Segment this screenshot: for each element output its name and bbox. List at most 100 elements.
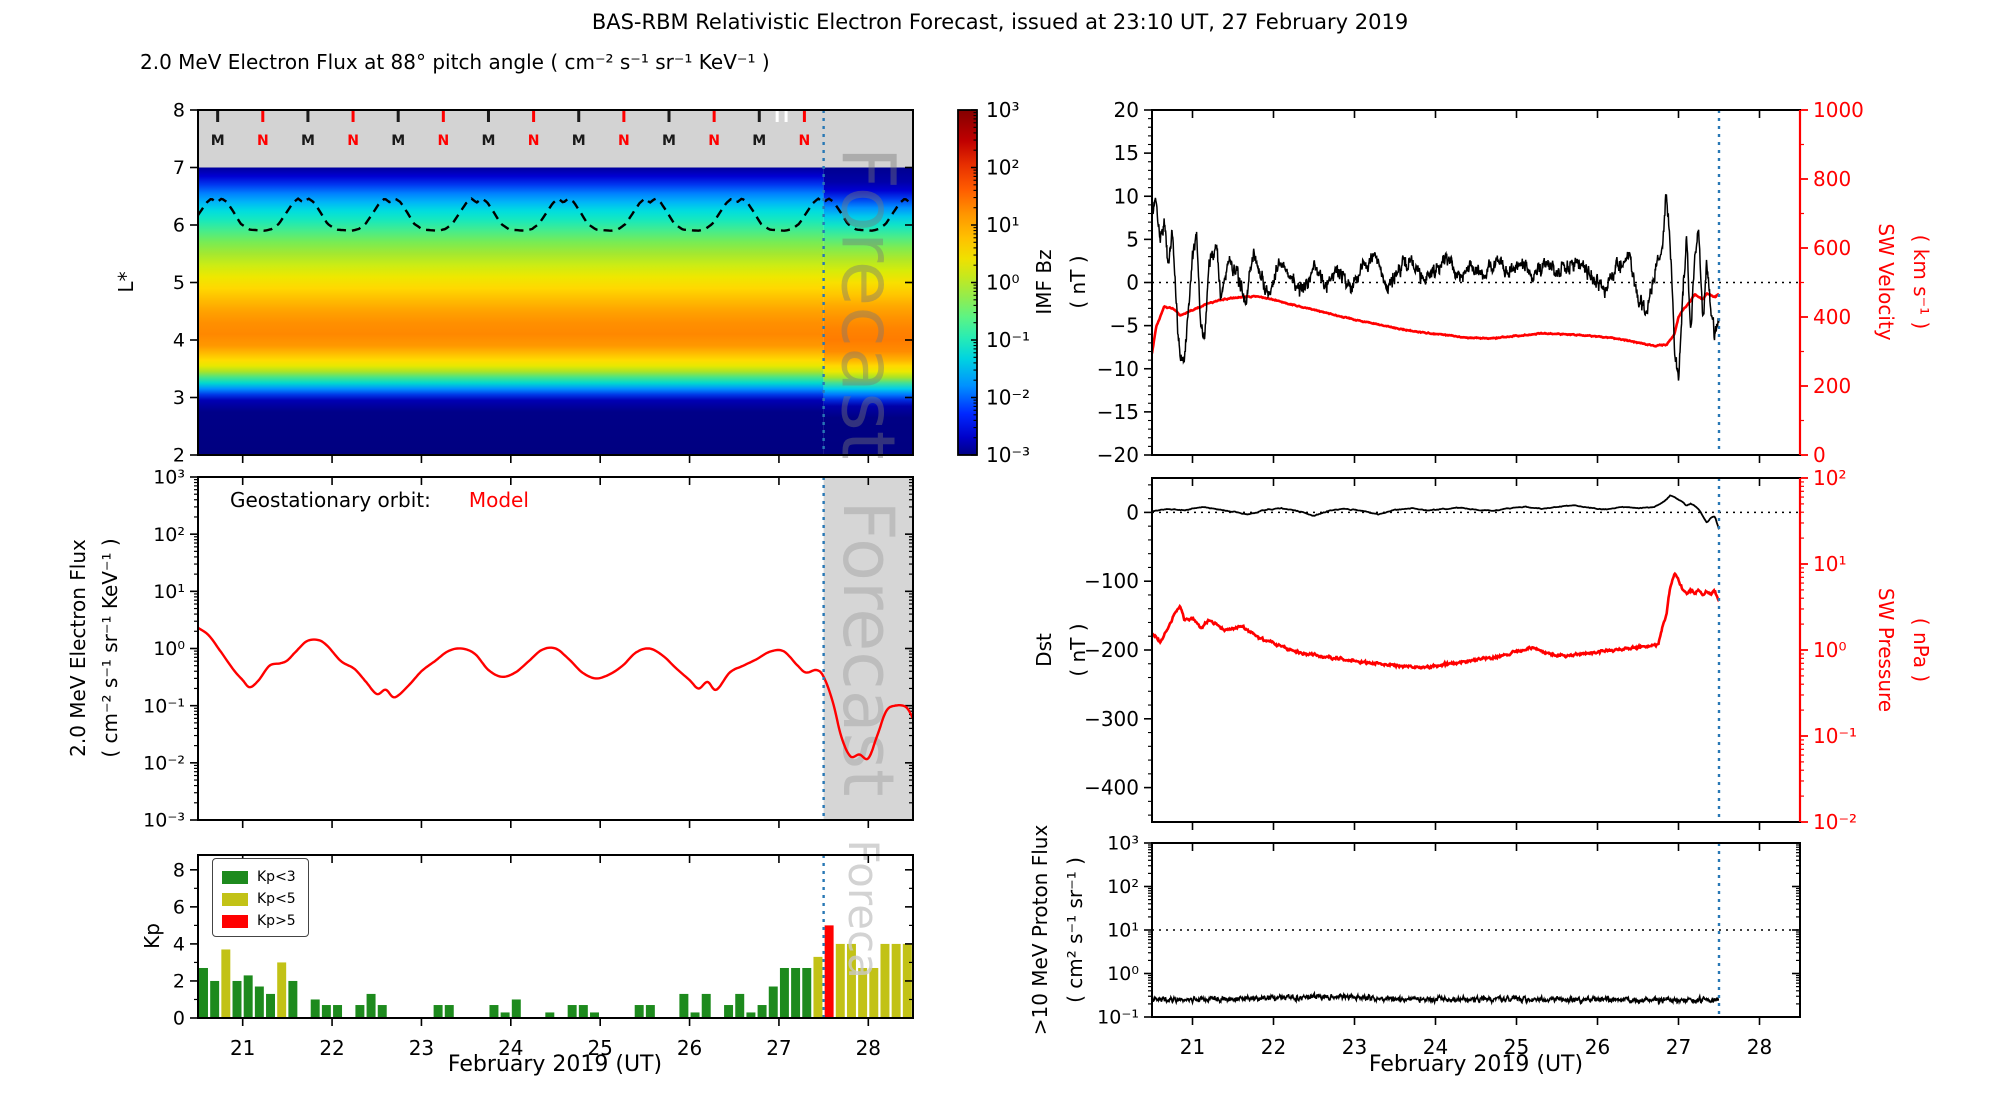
kp-bar	[880, 943, 890, 1018]
kp-bar	[735, 993, 745, 1018]
kp-bars	[199, 925, 912, 1018]
tick-label: 10⁰	[1813, 638, 1846, 662]
tick-label: 25	[1504, 1035, 1529, 1059]
tick-label: 8	[173, 100, 185, 122]
satellite-marker-N: N	[257, 133, 269, 149]
geo-flux-legend-label: Geostationary orbit:	[230, 488, 431, 512]
kp-xaxis-label: February 2019 (UT)	[447, 1052, 663, 1077]
kp-legend-label: Kp<3	[257, 869, 296, 885]
kp-bar	[355, 1005, 365, 1018]
satellite-marker-N: N	[618, 133, 630, 149]
kp-bar	[746, 1012, 756, 1018]
tick-label: 27	[766, 1036, 791, 1060]
kp-bar	[690, 1012, 700, 1018]
satellite-marker-N: N	[528, 133, 540, 149]
tick-label: 200	[1813, 374, 1851, 398]
dst-panel: 0 −100 −200 −300 −400 10² 10¹ 10⁰ 10⁻¹ 10⁻²	[1084, 466, 1857, 834]
tick-label: 10⁻³	[143, 810, 185, 832]
satellite-marker-M: M	[662, 133, 676, 149]
tick-label: 10⁻³	[986, 443, 1030, 467]
tick-label: 21	[230, 1036, 255, 1060]
tick-label: 2	[173, 445, 185, 467]
tick-label: 5	[173, 272, 185, 294]
kp-bar	[590, 1012, 599, 1018]
tick-label: 28	[1747, 1035, 1772, 1059]
tick-label: 6	[173, 215, 185, 237]
tick-label: 10³	[1107, 833, 1139, 855]
kp-bar	[869, 967, 879, 1018]
tick-label: 22	[319, 1036, 344, 1060]
tick-label: 600	[1813, 236, 1851, 260]
tick-label: −10	[1097, 357, 1139, 381]
kp-bar	[858, 967, 868, 1018]
tick-label: 10²	[986, 156, 1019, 180]
forecast-watermark: Forecast	[827, 500, 909, 796]
kp-bar	[802, 967, 812, 1018]
colorbar-panel: 10³ 10² 10¹ 10⁰ 10⁻¹ 10⁻² 10⁻³	[957, 98, 1030, 467]
tick-label: 26	[1585, 1035, 1610, 1059]
tick-label: 0	[1126, 500, 1139, 524]
sw-pressure-line	[1152, 571, 1721, 670]
tick-label: 7	[173, 157, 185, 179]
tick-label: −100	[1084, 569, 1139, 593]
tick-label: 20	[1114, 98, 1139, 122]
tick-label: 8	[173, 859, 185, 881]
tick-label: 10⁻²	[986, 386, 1030, 410]
tick-label: −400	[1084, 776, 1139, 800]
proton-xaxis-label: February 2019 (UT)	[1368, 1052, 1584, 1077]
satellite-marker-N: N	[799, 133, 811, 149]
kp-legend-label: Kp<5	[257, 891, 296, 907]
tick-label: 21	[1180, 1035, 1205, 1059]
imf-panel: 20 15 10 5 0 −5 −10 −15 −20 1000 800 600 400 200 0	[1097, 98, 1864, 467]
kp-legend-swatch	[222, 870, 248, 884]
satellite-marker-M: M	[301, 133, 315, 149]
tick-label: 24	[1423, 1035, 1448, 1059]
tick-label: −300	[1084, 707, 1139, 731]
kp-bar	[545, 1012, 555, 1018]
tick-label: 26	[677, 1036, 702, 1060]
tick-label: 800	[1813, 167, 1851, 191]
kp-legend: Kp<3 Kp<5 Kp>5	[212, 858, 309, 937]
proton-panel: 10³ 10² 10¹ 10⁰ 10⁻¹ 21 22 23 24 25 26 27 28	[1097, 833, 1801, 1059]
kp-legend-item: Kp<5	[222, 888, 296, 910]
kp-bar	[578, 1005, 588, 1018]
tick-label: 0	[1813, 443, 1826, 467]
sw-velocity-line	[1152, 291, 1720, 354]
kp-bar	[277, 962, 287, 1018]
kp-bar	[779, 967, 789, 1018]
kp-bar	[232, 980, 242, 1018]
tick-label: 3	[173, 387, 185, 409]
tick-label: 400	[1813, 305, 1851, 329]
kp-bar	[377, 1005, 387, 1018]
tick-label: 4	[173, 934, 185, 956]
kp-bar	[288, 980, 298, 1018]
spectrogram-title: 2.0 MeV Electron Flux at 88° pitch angle…	[140, 50, 770, 74]
kp-bar	[768, 986, 778, 1018]
kp-legend-item: Kp<3	[222, 866, 296, 888]
tick-label: 1000	[1813, 98, 1864, 122]
kp-bar	[757, 1005, 767, 1018]
kp-bar	[433, 1005, 443, 1018]
kp-bar	[254, 986, 264, 1018]
kp-bar	[835, 943, 845, 1018]
imf-bz-line	[1152, 194, 1720, 381]
flux-heatmap	[198, 167, 824, 455]
satellite-marker-M: M	[391, 133, 405, 149]
tick-label: 15	[1114, 141, 1139, 165]
tick-label: 10³	[986, 98, 1019, 122]
tick-label: 10	[1114, 184, 1139, 208]
satellite-band	[198, 110, 913, 168]
forecast-watermark: Forecast	[839, 839, 888, 1017]
tick-label: 10²	[1813, 466, 1846, 490]
tick-label: 27	[1666, 1035, 1691, 1059]
kp-bar	[813, 956, 823, 1018]
kp-bar	[221, 949, 231, 1018]
tick-label: 5	[1126, 227, 1139, 251]
tick-label: 0	[1126, 271, 1139, 295]
tick-label: 4	[173, 330, 185, 352]
model-flux-line	[198, 626, 913, 761]
page-title: BAS-RBM Relativistic Electron Forecast, …	[591, 10, 1409, 34]
kp-bar	[701, 993, 711, 1018]
